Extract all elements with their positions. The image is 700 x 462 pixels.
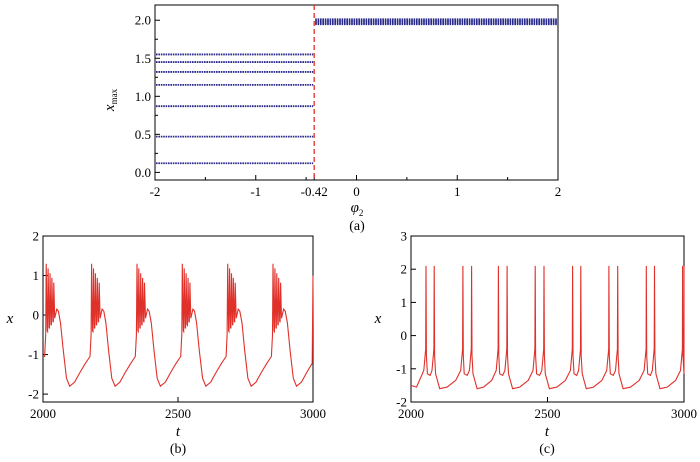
b-y-tick-label: 0 bbox=[33, 308, 40, 323]
b-y-ticks: -2 -1 0 1 2 bbox=[28, 229, 48, 402]
a-x-tick-label: -0.42 bbox=[301, 184, 328, 199]
c-x-tick-label: 2000 bbox=[398, 406, 424, 421]
b-y-tick-label: 1 bbox=[33, 268, 40, 283]
b-y-axis-label: x bbox=[6, 311, 14, 327]
a-data-points bbox=[156, 18, 557, 165]
b-x-axis-label: t bbox=[176, 424, 181, 440]
b-y-tick-label: 2 bbox=[33, 229, 40, 244]
a-caption: (a) bbox=[349, 219, 365, 234]
a-y-tick-label: 1.0 bbox=[135, 89, 151, 104]
c-y-tick-label: 1 bbox=[401, 295, 408, 310]
c-x-axis-label: t bbox=[545, 424, 550, 440]
c-x-ticks: 2000 2500 3000 bbox=[398, 397, 697, 421]
b-x-tick-label: 2000 bbox=[30, 406, 56, 421]
a-x-tick-label: -1 bbox=[250, 184, 261, 199]
panel-c: -2 -1 0 1 2 3 2000 2500 3000 x t (c) bbox=[374, 229, 697, 458]
b-y-tick-label: -2 bbox=[28, 387, 39, 402]
c-y-tick-label: 0 bbox=[401, 328, 408, 343]
b-x-tick-label: 3000 bbox=[300, 406, 326, 421]
plot-frame-c bbox=[410, 235, 685, 403]
a-x-tick-label: 0 bbox=[353, 184, 360, 199]
c-x-tick-label: 2500 bbox=[535, 406, 561, 421]
plot-frame-a bbox=[154, 4, 559, 181]
a-x-ticks: -2 -1 -0.42 0 1 2 bbox=[150, 175, 562, 199]
a-y-tick-label: 0.5 bbox=[135, 127, 151, 142]
a-x-tick-label: -2 bbox=[150, 184, 161, 199]
a-x-tick-label: 1 bbox=[454, 184, 461, 199]
a-y-axis-label: xmax bbox=[102, 88, 119, 112]
b-x-ticks: 2000 2500 3000 bbox=[30, 397, 326, 421]
a-x-tick-label: 2 bbox=[555, 184, 562, 199]
a-y-tick-label: 1.5 bbox=[135, 51, 151, 66]
a-y-tick-label: 2.0 bbox=[135, 13, 151, 28]
a-x-axis-label: φ2 bbox=[351, 200, 364, 218]
b-x-tick-label: 2500 bbox=[165, 406, 191, 421]
panel-b: -2 -1 0 1 2 2000 2500 3000 x t (b) bbox=[6, 229, 326, 458]
b-y-tick-label: -1 bbox=[28, 347, 39, 362]
panel-a: 0.0 0.5 1.0 1.5 2.0 -2 -1 -0.42 0 1 2 xmax φ2 (a) bbox=[102, 4, 562, 234]
c-y-tick-label: -2 bbox=[396, 395, 407, 410]
c-x-tick-label: 3000 bbox=[671, 406, 697, 421]
c-y-ticks: -2 -1 0 1 2 3 bbox=[396, 229, 416, 410]
c-series-line bbox=[410, 265, 685, 390]
b-caption: (b) bbox=[170, 442, 187, 457]
a-y-tick-label: 0.0 bbox=[135, 165, 151, 180]
b-series-line bbox=[43, 263, 314, 388]
a-y-ticks: 0.0 0.5 1.0 1.5 2.0 bbox=[135, 13, 160, 180]
c-caption: (c) bbox=[539, 442, 555, 457]
c-y-tick-label: 3 bbox=[401, 229, 408, 244]
c-y-axis-label: x bbox=[374, 311, 382, 327]
c-y-tick-label: -1 bbox=[396, 361, 407, 376]
c-y-tick-label: 2 bbox=[401, 262, 408, 277]
